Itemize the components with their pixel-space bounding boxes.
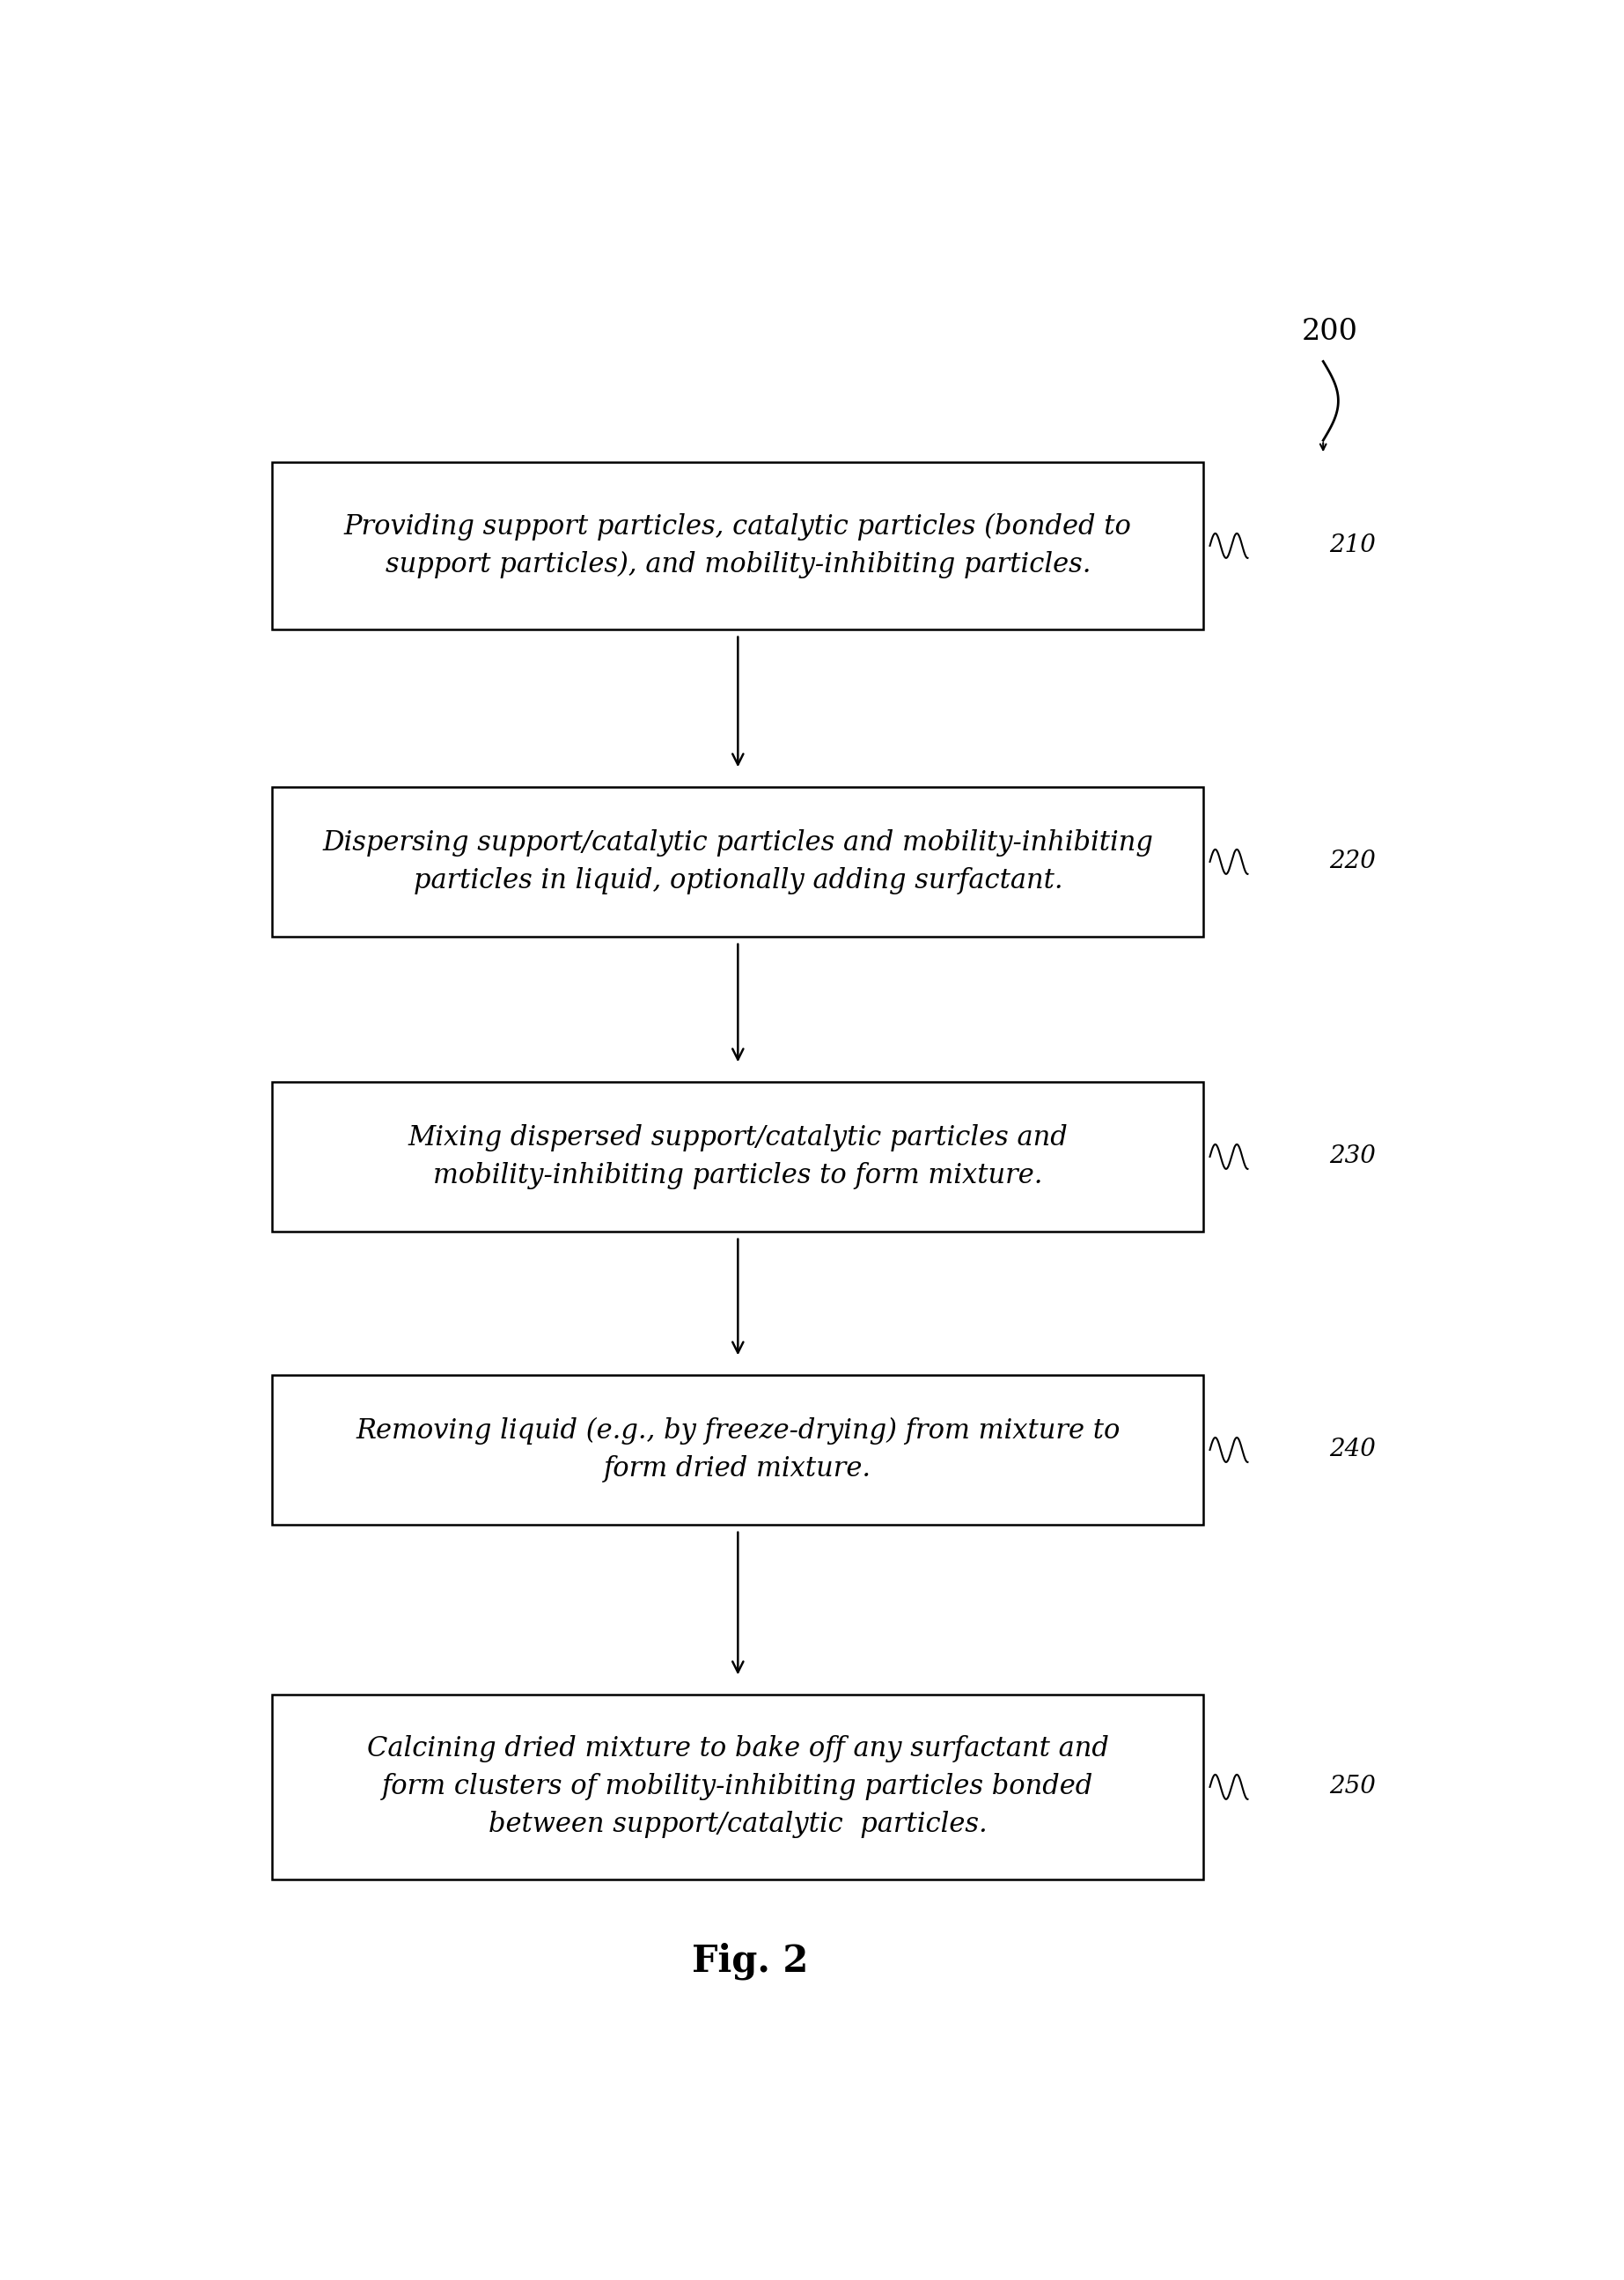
Text: 220: 220 [1330,850,1376,873]
Bar [273,463,1203,629]
Text: Fig. 2: Fig. 2 [692,1943,809,1979]
Bar [273,787,1203,937]
Bar [273,1375,1203,1525]
Text: 210: 210 [1330,534,1376,559]
Bar [273,1694,1203,1879]
Text: 230: 230 [1330,1145,1376,1170]
Text: 240: 240 [1330,1439,1376,1461]
Text: 250: 250 [1330,1776,1376,1799]
Text: Removing liquid (e.g., by freeze-drying) from mixture to
form dried mixture.: Removing liquid (e.g., by freeze-drying)… [356,1418,1121,1482]
Text: 200: 200 [1301,317,1358,347]
Text: Providing support particles, catalytic particles (bonded to
support particles), : Providing support particles, catalytic p… [344,513,1132,579]
Bar [273,1083,1203,1231]
Text: Dispersing support/catalytic particles and mobility-inhibiting
particles in liqu: Dispersing support/catalytic particles a… [323,830,1153,894]
Text: Mixing dispersed support/catalytic particles and
mobility-inhibiting particles t: Mixing dispersed support/catalytic parti… [408,1124,1069,1190]
Text: Calcining dried mixture to bake off any surfactant and
form clusters of mobility: Calcining dried mixture to bake off any … [367,1735,1109,1838]
